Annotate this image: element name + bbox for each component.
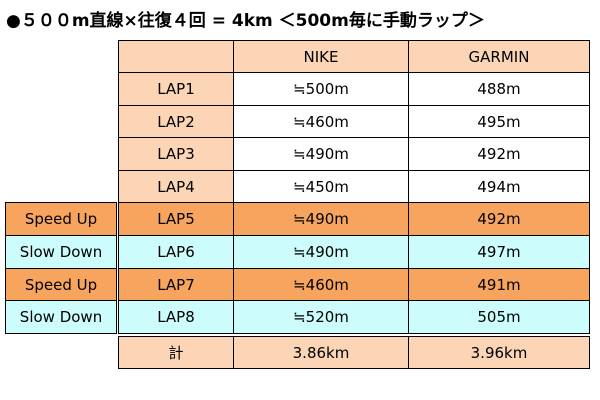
header-cell: GARMIN [408, 40, 590, 73]
lap-cell: LAP2 [118, 105, 234, 138]
garmin-cell: 488m [408, 72, 590, 106]
header-corner [118, 40, 234, 73]
garmin-cell: 492m [408, 202, 590, 236]
garmin-cell: 497m [408, 235, 590, 269]
garmin-cell: 491m [408, 268, 590, 301]
row-note: Slow Down [5, 235, 117, 269]
nike-cell: ≒460m [233, 268, 409, 301]
row-note: Speed Up [5, 268, 117, 301]
total-garmin: 3.96km [408, 336, 590, 369]
total-nike: 3.86km [233, 336, 409, 369]
row-note: Slow Down [5, 300, 117, 334]
total-label: 計 [118, 336, 234, 369]
header-cell: NIKE [233, 40, 409, 73]
garmin-cell: 494m [408, 170, 590, 203]
nike-cell: ≒450m [233, 170, 409, 203]
lap-cell: LAP3 [118, 137, 234, 171]
lap-cell: LAP5 [118, 202, 234, 236]
lap-cell: LAP8 [118, 300, 234, 334]
title: ●５００m直線×往復４回 = 4km ＜500m毎に手動ラップ＞ [6, 11, 485, 31]
lap-cell: LAP1 [118, 72, 234, 106]
nike-cell: ≒500m [233, 72, 409, 106]
nike-cell: ≒490m [233, 235, 409, 269]
nike-cell: ≒490m [233, 137, 409, 171]
garmin-cell: 495m [408, 105, 590, 138]
nike-cell: ≒490m [233, 202, 409, 236]
lap-cell: LAP7 [118, 268, 234, 301]
row-note: Speed Up [5, 202, 117, 236]
garmin-cell: 492m [408, 137, 590, 171]
nike-cell: ≒460m [233, 105, 409, 138]
nike-cell: ≒520m [233, 300, 409, 334]
lap-cell: LAP6 [118, 235, 234, 269]
lap-cell: LAP4 [118, 170, 234, 203]
garmin-cell: 505m [408, 300, 590, 334]
